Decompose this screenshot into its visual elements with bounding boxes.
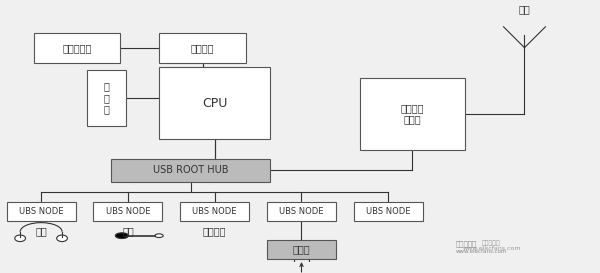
- Ellipse shape: [56, 235, 67, 242]
- Text: UBS NODE: UBS NODE: [279, 207, 324, 216]
- Text: 无线通信
子系统: 无线通信 子系统: [400, 103, 424, 124]
- Bar: [88, 70, 127, 126]
- Circle shape: [155, 234, 163, 238]
- Ellipse shape: [15, 235, 26, 242]
- Bar: [360, 78, 464, 150]
- Bar: [267, 202, 336, 221]
- Text: CPU: CPU: [202, 97, 227, 110]
- Text: UBS NODE: UBS NODE: [193, 207, 237, 216]
- Bar: [354, 202, 423, 221]
- Bar: [34, 33, 121, 63]
- Text: 摄像机: 摄像机: [293, 244, 310, 254]
- Text: 手写输入: 手写输入: [203, 227, 226, 236]
- Text: 视频接口: 视频接口: [191, 43, 214, 53]
- Bar: [7, 202, 76, 221]
- Text: 头盔显示器: 头盔显示器: [62, 43, 92, 53]
- Ellipse shape: [115, 233, 128, 239]
- Text: USB ROOT HUB: USB ROOT HUB: [153, 165, 229, 176]
- Bar: [160, 67, 270, 139]
- Bar: [94, 202, 163, 221]
- Text: 耳麦: 耳麦: [122, 227, 134, 236]
- Text: UBS NODE: UBS NODE: [106, 207, 150, 216]
- Bar: [112, 159, 270, 182]
- Bar: [160, 33, 246, 63]
- Text: 电子发烧友: 电子发烧友: [455, 240, 477, 247]
- Text: 电子发烧友
www.elecfans.com: 电子发烧友 www.elecfans.com: [463, 240, 521, 251]
- Bar: [180, 202, 249, 221]
- Text: 存
储
器: 存 储 器: [104, 81, 110, 115]
- Bar: [267, 240, 336, 259]
- Text: www.elecfans.com: www.elecfans.com: [455, 249, 507, 254]
- Text: UBS NODE: UBS NODE: [19, 207, 64, 216]
- Text: 耳机: 耳机: [35, 227, 47, 236]
- Text: 天线: 天线: [518, 5, 530, 15]
- Text: UBS NODE: UBS NODE: [366, 207, 410, 216]
